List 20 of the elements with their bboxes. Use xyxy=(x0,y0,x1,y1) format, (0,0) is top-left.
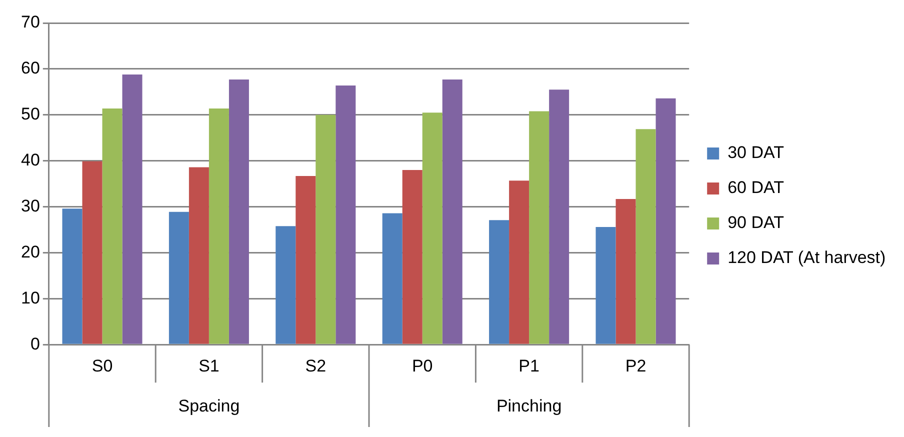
x-tick-label: P0 xyxy=(412,356,433,376)
y-tick-label: 30 xyxy=(20,196,40,216)
y-tick-label: 70 xyxy=(20,12,40,32)
text: Pinching xyxy=(496,396,562,416)
legend-label: 30 DAT xyxy=(728,143,784,162)
x-tick-label: S0 xyxy=(92,356,113,376)
text: Spacing xyxy=(178,396,240,416)
y-tick-label: 40 xyxy=(20,150,40,170)
y-tick-label: 20 xyxy=(20,242,40,262)
legend-label: 60 DAT xyxy=(728,178,784,198)
y-tick-label: 50 xyxy=(20,104,40,124)
x-tick-label: P2 xyxy=(625,356,646,376)
y-tick-label: 10 xyxy=(20,288,40,308)
y-tick-label: 0 xyxy=(30,334,40,354)
legend-label: 120 DAT (At harvest) xyxy=(728,248,886,268)
x-tick-label: P1 xyxy=(518,356,540,376)
legend-label: 90 DAT xyxy=(728,213,784,232)
x-tick-label: S1 xyxy=(198,356,220,376)
x-tick-label: S2 xyxy=(305,356,326,376)
y-tick-label: 60 xyxy=(20,58,40,78)
